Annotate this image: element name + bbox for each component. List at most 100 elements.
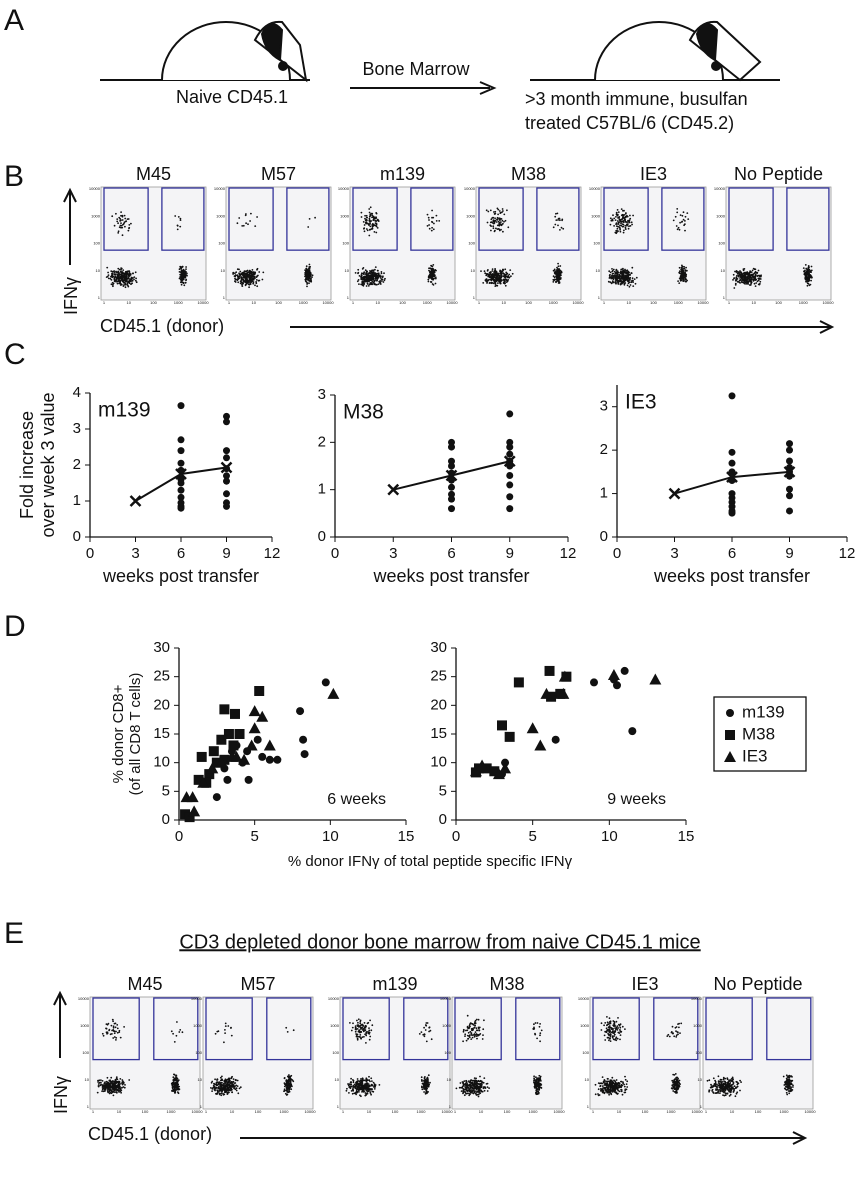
- event-dot: [374, 231, 376, 233]
- event-dot: [223, 1094, 225, 1096]
- event-dot: [614, 1080, 616, 1082]
- event-dot: [368, 235, 370, 237]
- event-dot: [374, 269, 376, 271]
- event-dot: [421, 1076, 423, 1078]
- event-dot: [182, 278, 184, 280]
- flow-tick-label: 10000: [304, 1109, 316, 1114]
- event-dot: [476, 1019, 478, 1021]
- event-dot: [426, 1041, 428, 1043]
- flow-tick-label: 100: [195, 1050, 202, 1055]
- flow-tick-label: 10: [221, 268, 226, 273]
- event-dot: [433, 223, 435, 225]
- event-dot: [626, 277, 628, 279]
- event-dot: [310, 280, 312, 282]
- event-dot: [377, 270, 379, 272]
- event-dot: [808, 279, 810, 281]
- event-dot: [635, 283, 637, 285]
- event-dot: [619, 274, 621, 276]
- flow-tick-label: 10000: [464, 186, 476, 191]
- event-dot: [123, 285, 125, 287]
- event-dot: [379, 274, 381, 276]
- event-dot: [367, 1023, 369, 1025]
- event-dot: [745, 276, 747, 278]
- event-dot: [241, 225, 243, 227]
- event-dot: [262, 279, 264, 281]
- flow-tick-label: 10000: [191, 996, 203, 1001]
- event-dot: [507, 275, 509, 277]
- event-dot: [372, 274, 374, 276]
- plot-frame: [452, 997, 562, 1109]
- event-dot: [360, 1078, 362, 1080]
- event-dot: [306, 265, 308, 267]
- event-dot: [629, 278, 631, 280]
- event-dot: [179, 268, 181, 270]
- event-dot: [366, 217, 368, 219]
- event-dot: [221, 1076, 223, 1078]
- event-dot: [370, 279, 372, 281]
- event-dot: [357, 1024, 359, 1026]
- event-dot: [492, 220, 494, 222]
- event-dot: [111, 1084, 113, 1086]
- event-dot: [435, 270, 437, 272]
- flow-tick-label: 10000: [578, 996, 590, 1001]
- event-dot: [125, 220, 127, 222]
- event-dot: [232, 1085, 234, 1087]
- event-dot: [482, 1038, 484, 1040]
- event-dot: [122, 224, 124, 226]
- event-dot: [432, 279, 434, 281]
- event-dot: [462, 1093, 464, 1095]
- event-dot: [557, 271, 559, 273]
- event-dot: [492, 273, 494, 275]
- event-dot: [489, 224, 491, 226]
- event-dot: [115, 279, 117, 281]
- event-dot: [624, 1086, 626, 1088]
- flow-tick-label: 1000: [799, 300, 809, 305]
- event-dot: [479, 1076, 481, 1078]
- event-dot: [368, 285, 370, 287]
- event-dot: [256, 216, 258, 218]
- event-dot: [631, 281, 633, 283]
- flow-tick-label: 10000: [572, 300, 584, 305]
- flow-tick-label: 100: [444, 1050, 451, 1055]
- event-dot: [429, 228, 431, 230]
- event-dot: [533, 1077, 535, 1079]
- flow-tick-label: 1000: [280, 1109, 290, 1114]
- event-dot: [368, 1033, 370, 1035]
- event-dot: [493, 222, 495, 224]
- event-dot: [97, 1092, 99, 1094]
- recipient-label: treated C57BL/6 (CD45.2): [525, 113, 734, 133]
- event-dot: [371, 213, 373, 215]
- event-dot: [438, 220, 440, 222]
- event-dot: [127, 230, 129, 232]
- event-dot: [359, 1026, 361, 1028]
- event-dot: [248, 286, 250, 288]
- event-dot: [467, 1028, 469, 1030]
- event-dot: [557, 279, 559, 281]
- event-dot: [628, 272, 630, 274]
- event-dot: [809, 275, 811, 277]
- event-dot: [179, 274, 181, 276]
- event-dot: [128, 228, 130, 230]
- event-dot: [624, 1092, 626, 1094]
- event-dot: [467, 1038, 469, 1040]
- event-dot: [807, 285, 809, 287]
- event-dot: [363, 283, 365, 285]
- plot-title: M38: [511, 164, 546, 184]
- event-dot: [362, 1082, 364, 1084]
- flow-tick-label: 100: [718, 241, 725, 246]
- event-dot: [677, 280, 679, 282]
- event-dot: [467, 1015, 469, 1017]
- event-dot: [130, 280, 132, 282]
- event-dot: [367, 279, 369, 281]
- event-dot: [136, 281, 138, 283]
- event-dot: [626, 272, 628, 274]
- event-dot: [629, 286, 631, 288]
- event-dot: [233, 1087, 235, 1089]
- event-dot: [112, 282, 114, 284]
- flow-tick-label: 1: [603, 300, 606, 305]
- event-dot: [117, 1028, 119, 1030]
- event-dot: [481, 1086, 483, 1088]
- event-dot: [235, 271, 237, 273]
- event-dot: [228, 1092, 230, 1094]
- event-dot: [121, 272, 123, 274]
